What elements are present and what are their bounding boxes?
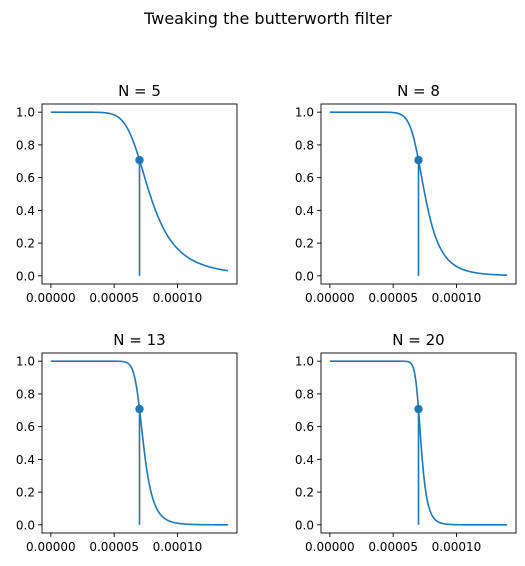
y-tick-label: 0.4	[16, 453, 35, 467]
x-tick-label: 0.00005	[368, 291, 418, 305]
y-tick-label: 0.6	[16, 171, 35, 185]
y-tick-label: 0.2	[16, 486, 35, 500]
x-tick-label: 0.00000	[305, 291, 355, 305]
y-tick-label: 1.0	[295, 106, 314, 120]
cutoff-marker	[414, 404, 423, 414]
axes-frame	[41, 352, 238, 534]
subplot-title: N = 5	[118, 82, 161, 100]
subplot-grid: N = 5 0.0 0.2 0.4 0.6 0.8 1.0 0.00000 0.00005 0.0…	[16, 82, 517, 554]
x-tick-label: 0.00005	[89, 540, 139, 554]
x-tick-label: 0.00000	[26, 291, 76, 305]
x-tick-label: 0.00010	[432, 540, 482, 554]
subplot: N = 13 0.0 0.2 0.4 0.6 0.8 1.0 0.00000 0.00005 0.…	[16, 331, 238, 554]
x-tick-label: 0.00000	[26, 540, 76, 554]
cutoff-marker	[135, 155, 144, 165]
y-tick-label: 0.6	[16, 420, 35, 434]
y-tick-label: 0.4	[295, 204, 314, 218]
y-tick-label: 0.4	[16, 204, 35, 218]
y-tick-label: 0.8	[16, 387, 35, 401]
figure-title: Tweaking the butterworth filter	[143, 9, 392, 28]
subplot-title: N = 8	[397, 82, 440, 100]
y-tick-label: 0.2	[295, 237, 314, 251]
axes-frame	[41, 103, 238, 285]
y-tick-label: 0.8	[16, 138, 35, 152]
x-tick-label: 0.00010	[432, 291, 482, 305]
y-tick-label: 0.0	[295, 269, 314, 283]
y-tick-label: 1.0	[16, 106, 35, 120]
cutoff-marker	[414, 155, 423, 165]
subplot-title: N = 20	[392, 331, 444, 349]
x-tick-label: 0.00005	[368, 540, 418, 554]
y-tick-label: 0.0	[295, 518, 314, 532]
x-tick-label: 0.00010	[153, 291, 203, 305]
y-tick-label: 0.2	[16, 237, 35, 251]
y-tick-label: 0.6	[295, 420, 314, 434]
y-tick-label: 0.6	[295, 171, 314, 185]
y-tick-label: 0.8	[295, 138, 314, 152]
subplot: N = 8 0.0 0.2 0.4 0.6 0.8 1.0 0.00000 0.00005 0.0…	[295, 82, 517, 305]
axes-frame	[320, 103, 517, 285]
x-tick-label: 0.00000	[305, 540, 355, 554]
subplot-title: N = 13	[113, 331, 165, 349]
y-tick-label: 1.0	[295, 355, 314, 369]
y-tick-label: 0.2	[295, 486, 314, 500]
y-tick-label: 0.0	[16, 518, 35, 532]
y-tick-label: 0.4	[295, 453, 314, 467]
y-tick-label: 1.0	[16, 355, 35, 369]
cutoff-marker	[135, 404, 144, 414]
subplot: N = 5 0.0 0.2 0.4 0.6 0.8 1.0 0.00000 0.00005 0.0…	[16, 82, 238, 305]
y-tick-label: 0.0	[16, 269, 35, 283]
y-tick-label: 0.8	[295, 387, 314, 401]
x-tick-label: 0.00010	[153, 540, 203, 554]
subplot: N = 20 0.0 0.2 0.4 0.6 0.8 1.0 0.00000 0.00005 0.…	[295, 331, 517, 554]
axes-frame	[320, 352, 517, 534]
x-tick-label: 0.00005	[89, 291, 139, 305]
